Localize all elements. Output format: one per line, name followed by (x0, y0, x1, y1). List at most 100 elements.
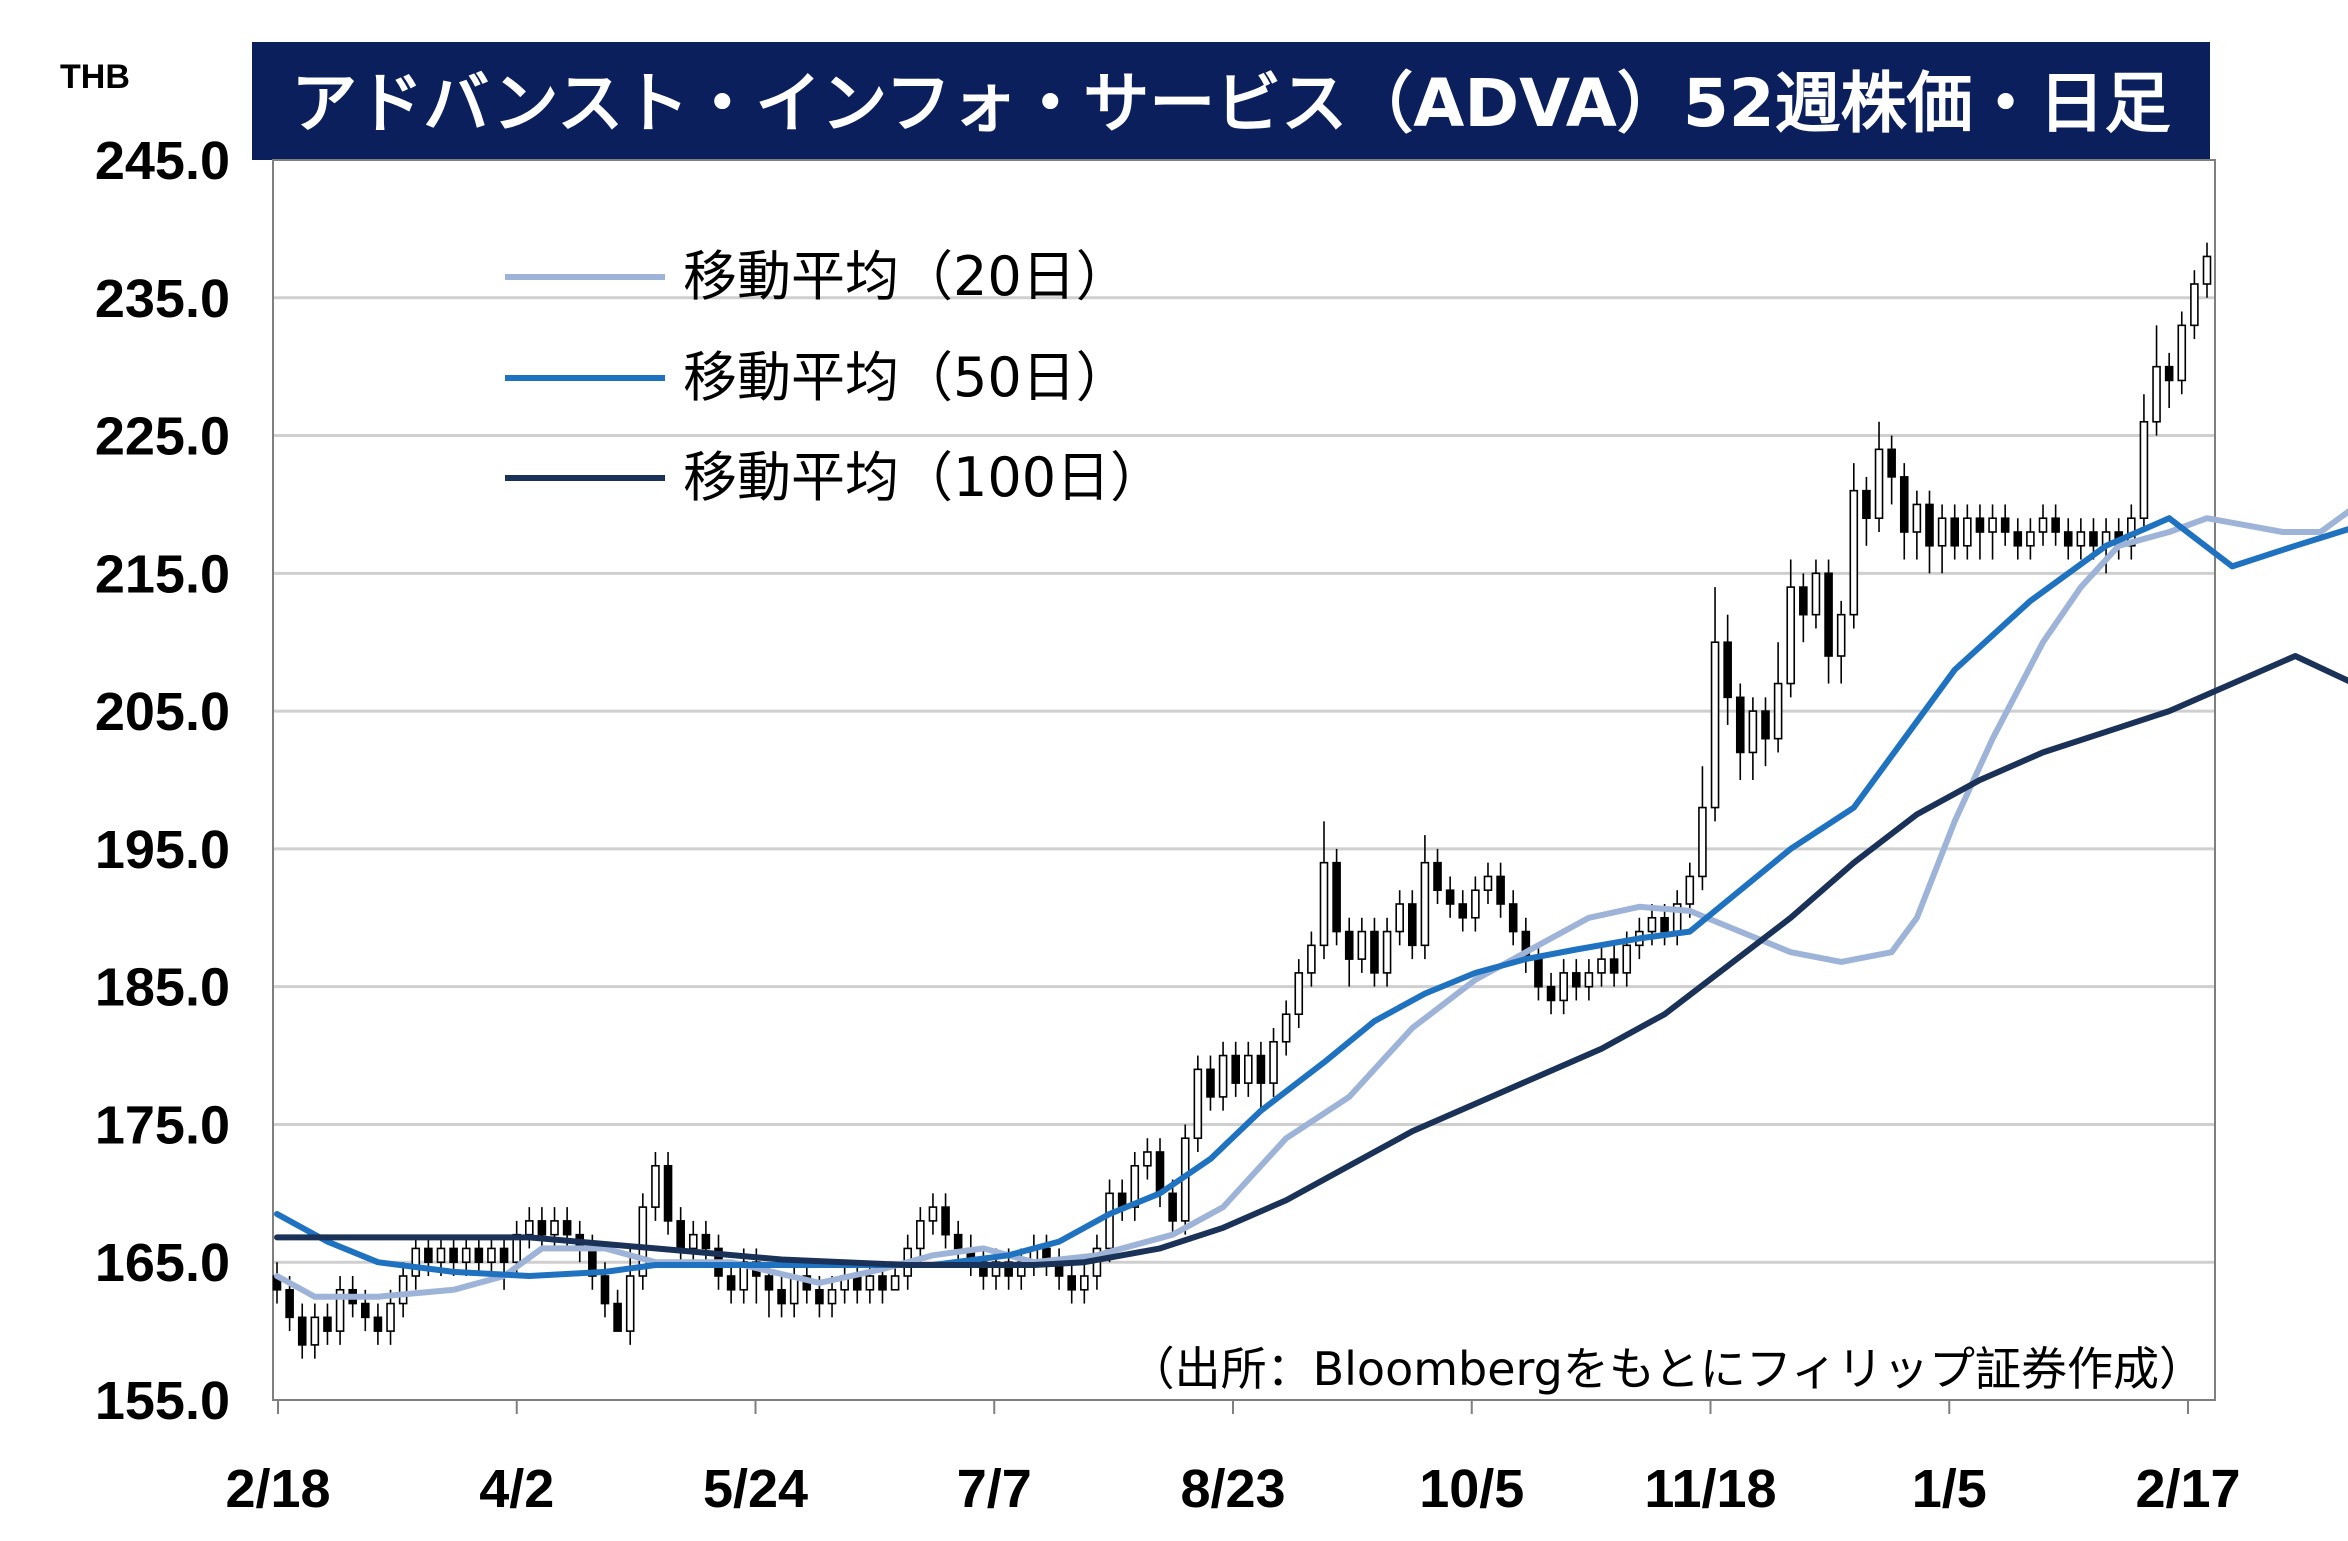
candle-body (2051, 517, 2060, 533)
candle-body (1105, 1192, 1114, 1250)
candle-body (550, 1220, 559, 1236)
candle-body (1307, 944, 1316, 974)
candle-body (1395, 903, 1404, 933)
candle-body (1382, 930, 1392, 974)
candle-body (1256, 1054, 1266, 1084)
candle-body (688, 1233, 698, 1250)
candle-body (865, 1275, 875, 1291)
candle-body (726, 1275, 736, 1291)
candle-body (424, 1247, 433, 1264)
candle-body (625, 1275, 635, 1332)
candle-body (600, 1275, 610, 1305)
candle-body (1319, 861, 1329, 947)
candle-body (2063, 531, 2073, 547)
y-tick-label: 185.0 (95, 958, 230, 1018)
y-tick-label: 155.0 (95, 1371, 230, 1431)
candle-body (777, 1288, 786, 1305)
candle-body (2026, 531, 2035, 547)
candle-body (1811, 572, 1821, 616)
legend-label-ma50: 移動平均（50日） (683, 346, 1130, 409)
candle-body (1773, 682, 1783, 740)
candle-body (2089, 531, 2098, 547)
candle-body (1206, 1068, 1215, 1098)
candle-body (1281, 1013, 1291, 1043)
candle-body (1912, 503, 1922, 533)
candle-body (436, 1247, 446, 1264)
series-line-ma50 (274, 515, 2348, 1279)
candle-body (1130, 1164, 1140, 1208)
candle-body (2152, 365, 2161, 423)
candle-body (2076, 531, 2086, 547)
candle-body (1685, 875, 1695, 905)
candle-body (1748, 710, 1758, 754)
candle-body (1723, 641, 1732, 699)
candle-body (1622, 944, 1632, 974)
candle-body (2013, 531, 2023, 547)
x-axis-ticks: 2/18 4/2 5/24 7/7 8/23 10/5 11/18 1/5 2/17 (225, 1400, 2241, 1519)
x-tick-label: 4/2 (479, 1459, 554, 1519)
x-tick-label: 2/18 (225, 1459, 330, 1519)
candle-body (499, 1247, 509, 1264)
y-tick-label: 235.0 (95, 269, 230, 329)
candle-body (1407, 903, 1417, 947)
candle-body (953, 1233, 963, 1250)
candle-body (285, 1288, 294, 1319)
candle-body (1067, 1275, 1077, 1291)
candle-body (1143, 1151, 1152, 1167)
candle-body (1710, 641, 1720, 809)
candle-body (613, 1302, 622, 1332)
candle-body (1862, 489, 1871, 520)
candle-body (827, 1288, 837, 1305)
y-tick-label: 205.0 (95, 682, 230, 742)
candle-body (1445, 889, 1455, 905)
candle-body (2190, 283, 2199, 327)
candle-body (1471, 889, 1480, 919)
candle-body (916, 1220, 925, 1250)
candle-body (1660, 916, 1669, 933)
unit-label: THB (60, 58, 130, 96)
candle-body (2177, 324, 2187, 382)
y-tick-label: 195.0 (95, 820, 230, 880)
chart-title: アドバンスト・インフォ・サービス（ADVA）52週株価・日足 (291, 65, 2170, 142)
candle-body (638, 1206, 648, 1277)
candle-body (1344, 930, 1354, 960)
candle-body (1786, 586, 1796, 685)
candle-body (2139, 420, 2149, 520)
candle-body (335, 1288, 345, 1332)
candle-body (1874, 448, 1884, 520)
plot-frame (272, 159, 2216, 1401)
candle-body (1546, 985, 1556, 1002)
candle-body (1294, 972, 1304, 1016)
candle-body (1799, 586, 1808, 616)
candle-body (815, 1288, 824, 1305)
candle-body (1950, 517, 1960, 547)
legend-label-ma100: 移動平均（100日） (683, 446, 1164, 509)
candle-body (1080, 1275, 1089, 1291)
candle-body (928, 1206, 938, 1222)
x-tick-label: 11/18 (1644, 1459, 1776, 1519)
candle-body (562, 1220, 572, 1236)
candle-body (1496, 875, 1505, 905)
candle-body (386, 1302, 395, 1332)
candle-body (1647, 916, 1657, 933)
candle-body (1937, 517, 1947, 547)
y-tick-label: 215.0 (95, 544, 230, 604)
candle-body (1357, 930, 1367, 960)
candle-body (1975, 517, 1985, 533)
candle-body (701, 1233, 711, 1250)
x-tick-label: 2/17 (2135, 1459, 2240, 1519)
candle-body (373, 1316, 383, 1332)
source-note: （出所：Bloombergをもとにフィリップ証券作成） (1129, 1342, 2205, 1396)
candle-body (1761, 710, 1770, 740)
candle-body (1824, 572, 1833, 657)
candle-body (1508, 903, 1518, 933)
candle-body (651, 1164, 660, 1208)
candle-body (764, 1275, 774, 1291)
candle-body (1735, 696, 1745, 754)
candle-body (1988, 517, 1997, 533)
candle-body (1571, 972, 1581, 988)
y-axis-ticks: 245.0 235.0 225.0 215.0 205.0 195.0 185.0 175.0… (95, 131, 230, 1431)
candle-body (1193, 1068, 1203, 1140)
